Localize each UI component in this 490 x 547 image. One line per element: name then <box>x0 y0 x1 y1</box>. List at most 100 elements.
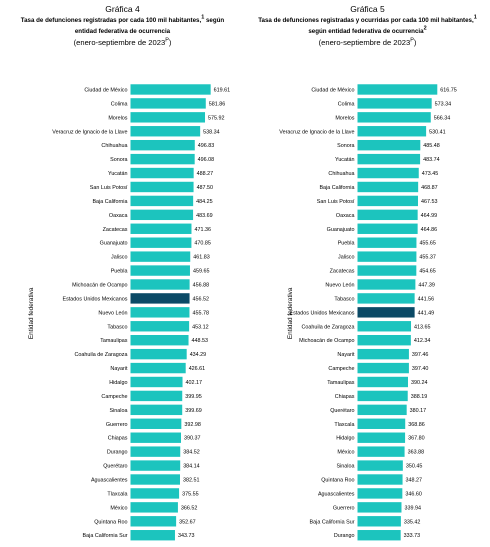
bar-queretaro <box>357 404 407 416</box>
category-label-chiapas: Chiapas <box>335 394 355 400</box>
category-label-tamaulipas: Tamaulipas <box>100 338 128 344</box>
category-label-baja-california-sur: Baja California Sur <box>83 533 128 539</box>
category-label-veracruz-de-ignacio-de-la-llave: Veracruz de Ignacio de la Llave <box>279 129 354 135</box>
bar-sinaloa <box>130 404 183 416</box>
bar-colima <box>357 98 432 109</box>
category-label-baja-california-sur: Baja California Sur <box>310 519 355 525</box>
category-label-guerrero: Guerrero <box>333 505 355 511</box>
category-label-zacatecas: Zacatecas <box>330 269 355 275</box>
category-label-chihuahua: Chihuahua <box>328 171 354 177</box>
category-label-jalisco: Jalisco <box>111 255 127 261</box>
category-label-aguascalientes: Aguascalientes <box>318 491 355 497</box>
bar-puebla <box>130 265 190 276</box>
category-label-san-luis-potosi: San Luis Potosí <box>90 185 128 191</box>
bar-nuevo-leon <box>357 279 416 290</box>
value-label-chihuahua: 473.45 <box>422 171 439 177</box>
value-label-colima: 581.86 <box>209 101 226 107</box>
category-label-puebla: Puebla <box>111 269 128 275</box>
value-label-guanajuato: 464.86 <box>421 227 438 233</box>
value-label-jalisco: 461.83 <box>193 255 210 261</box>
value-label-tabasco: 453.12 <box>192 324 209 330</box>
bar-campeche <box>130 390 183 402</box>
category-label-guerrero: Guerrero <box>106 422 128 428</box>
bar-veracruz-de-ignacio-de-la-llave <box>357 126 427 137</box>
category-label-sinaloa: Sinaloa <box>337 464 355 470</box>
bar-tamaulipas <box>130 335 189 346</box>
bar-chart-svg: Ciudad de México 619.61 Colima 581.86 Morelo… <box>28 84 230 541</box>
chart-title-footnote-2: 2 <box>423 25 427 32</box>
value-label-sonora: 485.48 <box>423 143 440 149</box>
value-label-puebla: 455.65 <box>419 241 436 247</box>
bar-tlaxcala <box>130 488 180 499</box>
category-label-chiapas: Chiapas <box>108 436 128 442</box>
category-label-sonora: Sonora <box>110 157 127 163</box>
chart-title-block: Gráfica 4 Tasa de defunciones registrada… <box>0 4 245 48</box>
bar-michoacan-de-ocampo <box>130 279 190 290</box>
bar-quintana-roo <box>357 474 403 485</box>
category-label-tlaxcala: Tlaxcala <box>107 491 127 497</box>
category-label-nuevo-leon: Nuevo León <box>98 310 127 316</box>
bar-guanajuato <box>130 237 192 248</box>
chart-title-text-a: Tasa de defunciones registradas y ocurri… <box>258 16 474 24</box>
value-label-campeche: 399.95 <box>185 394 202 400</box>
value-label-quintana-roo: 352.67 <box>179 519 196 525</box>
value-label-mexico: 366.52 <box>181 505 198 511</box>
bar-guerrero <box>357 502 402 513</box>
category-label-puebla: Puebla <box>338 241 355 247</box>
subtitle-preliminary-mark: P <box>165 37 169 44</box>
category-label-ciudad-de-mexico: Ciudad de México <box>84 87 127 93</box>
value-label-queretaro: 380.17 <box>410 408 427 414</box>
bar-ciudad-de-mexico <box>130 84 211 95</box>
value-label-sinaloa: 350.45 <box>406 464 423 470</box>
category-label-morelos: Morelos <box>335 115 354 121</box>
bar-chiapas <box>357 390 408 402</box>
value-label-nayarit: 426.61 <box>189 366 206 372</box>
bar-aguascalientes <box>130 474 180 485</box>
chart-subtitle: (enero-septiembre de 2023P) <box>0 38 245 49</box>
bar-san-luis-potosi <box>357 195 418 207</box>
value-label-guanajuato: 470.85 <box>194 241 211 247</box>
category-label-yucatan: Yucatán <box>335 157 354 163</box>
category-label-quintana-roo: Quintana Roo <box>94 519 127 525</box>
category-label-queretaro: Querétaro <box>330 408 354 414</box>
value-label-zacatecas: 471.36 <box>194 227 211 233</box>
category-label-tlaxcala: Tlaxcala <box>334 422 354 428</box>
bar-tabasco <box>130 321 190 332</box>
bar-nuevo-leon <box>130 307 190 318</box>
bar-queretaro <box>130 460 181 471</box>
value-label-hidalgo: 402.17 <box>186 380 203 386</box>
category-label-michoacan-de-ocampo: Michoacán de Ocampo <box>299 338 354 344</box>
value-label-morelos: 566.34 <box>434 115 451 121</box>
category-label-oaxaca: Oaxaca <box>109 213 128 219</box>
chart-title-text-a: Tasa de defunciones registradas por cada… <box>20 16 202 24</box>
bar-zacatecas <box>130 223 192 234</box>
chart-title-footnote-1: 1 <box>473 13 477 20</box>
bar-michoacan-de-ocampo <box>357 335 411 346</box>
bar-zacatecas <box>357 265 417 276</box>
subtitle-text: (enero-septiembre de 2023 <box>73 37 166 47</box>
bar-colima <box>130 98 206 109</box>
chart-title-block: Gráfica 5 Tasa de defunciones registrada… <box>245 4 490 48</box>
category-label-coahuila-de-zaragoza: Coahuila de Zaragoza <box>301 324 354 330</box>
bar-oaxaca <box>357 209 418 221</box>
bar-ciudad-de-mexico <box>357 84 438 95</box>
value-label-colima: 573.34 <box>435 101 452 107</box>
category-label-jalisco: Jalisco <box>338 255 354 261</box>
bar-veracruz-de-ignacio-de-la-llave <box>130 126 201 137</box>
value-label-michoacan-de-ocampo: 456.88 <box>193 282 210 288</box>
value-label-oaxaca: 483.69 <box>196 213 213 219</box>
bar-hidalgo <box>357 432 406 443</box>
category-label-colima: Colima <box>111 101 128 107</box>
bar-oaxaca <box>130 209 194 221</box>
category-label-baja-california: Baja California <box>319 185 354 191</box>
value-label-tamaulipas: 390.24 <box>411 380 428 386</box>
category-label-morelos: Morelos <box>108 115 127 121</box>
value-label-tamaulipas: 448.53 <box>192 338 209 344</box>
value-label-durango: 333.73 <box>404 533 421 539</box>
category-label-tabasco: Tabasco <box>334 296 354 302</box>
category-label-campeche: Campeche <box>328 366 354 372</box>
value-label-nuevo-leon: 447.39 <box>418 282 435 288</box>
bar-sonora <box>130 153 195 165</box>
category-label-aguascalientes: Aguascalientes <box>91 478 128 484</box>
chart-gráfica-5: Gráfica 5 Tasa de defunciones registrada… <box>245 0 490 547</box>
